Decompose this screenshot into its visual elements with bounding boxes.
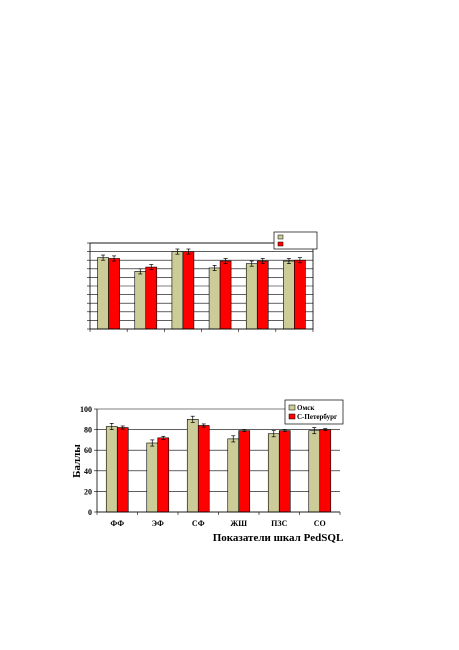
chart-2-errorbar-s2-c1 [120, 425, 125, 430]
chart-2-bar-s2-c4 [238, 430, 251, 513]
chart-1-bar-s1-c1 [97, 257, 109, 330]
chart-2-errorbar-s2-c2 [161, 435, 166, 440]
chart-2-y-tick-label-4: 80 [84, 426, 92, 435]
chart-1-bar-s1-c4 [208, 267, 221, 330]
chart-1-bars [97, 248, 306, 330]
chart-2-legend-swatch-spb [288, 413, 296, 420]
chart-2-legend: Омск С-Петербург [284, 399, 344, 425]
chart-2-bar-s1-c6 [308, 430, 321, 513]
chart-2-x-tick-label-6: СО [314, 519, 326, 528]
chart-2-legend-label-omsk: Омск [297, 404, 315, 412]
chart-1-errorbar-s2-c5 [260, 258, 265, 264]
chart-1-errorbar-s2-c4 [223, 258, 228, 264]
chart-2-bar-s2-c2 [157, 437, 170, 513]
chart-2-legend-box [284, 399, 344, 425]
chart-2-x-tick-label-4: ЖШ [230, 519, 247, 528]
chart-1-errorbar-s2-c6 [297, 257, 302, 264]
chart-1-errorbar-s1-c5 [249, 260, 254, 267]
chart-1-errorbar-s2-c2 [149, 264, 154, 271]
chart-2: 0 20 40 60 80 100 ФФ ЭФ СФ ЖШ ПЗС СО Баллы Показат… [71, 399, 344, 544]
chart-2-y-axis-label: Баллы [71, 444, 83, 478]
chart-2-bar-s1-c4 [227, 438, 240, 513]
chart-2-bars [105, 415, 332, 513]
chart-2-errorbar-s2-c3 [201, 423, 206, 428]
chart-1-bar-s2-c4 [219, 260, 232, 330]
chart-1-legend-swatch-2 [277, 241, 284, 247]
chart-1-errorbar-s2-c1 [112, 255, 117, 262]
chart-1-legend [273, 231, 318, 250]
chart-1-errorbar-s1-c6 [286, 258, 291, 264]
chart-2-x-tick-label-3: СФ [192, 519, 205, 528]
chart-2-y-tick-label-2: 40 [84, 467, 92, 476]
chart-1 [87, 231, 318, 332]
chart-1-errorbar-s1-c3 [175, 248, 180, 255]
chart-2-errorbar-s2-c4 [242, 429, 247, 433]
chart-1-bar-s1-c2 [134, 271, 147, 330]
chart-1-errorbar-s1-c4 [212, 265, 217, 271]
chart-1-bar-s1-c5 [245, 263, 258, 330]
chart-2-legend-swatch-omsk [288, 404, 296, 411]
chart-1-bar-s2-c2 [145, 266, 158, 330]
chart-2-bar-s1-c2 [146, 442, 159, 513]
chart-1-errorbar-s1-c1 [101, 254, 106, 261]
chart-1-bar-s2-c3 [182, 251, 195, 330]
chart-2-bar-s2-c1 [116, 427, 129, 513]
chart-2-bar-s2-c3 [197, 425, 210, 513]
chart-1-errorbar-s1-c2 [138, 268, 143, 275]
chart-2-errorbar-s2-c6 [323, 428, 328, 431]
chart-2-x-tick-label-1: ФФ [110, 519, 124, 528]
chart-2-errorbar-s2-c5 [282, 429, 287, 433]
chart-1-legend-box [273, 231, 318, 250]
chart-2-y-tick-label-5: 100 [80, 405, 92, 414]
chart-2-errorbar-s1-c4 [231, 435, 236, 443]
chart-1-legend-swatch-1 [277, 234, 284, 240]
chart-1-axis-ticks [87, 242, 314, 332]
chart-2-x-tick-label-5: ПЗС [271, 519, 287, 528]
chart-2-errorbar-s1-c1 [109, 423, 114, 430]
chart-2-errorbar-s1-c6 [312, 427, 317, 435]
chart-2-errorbar-s1-c3 [190, 415, 195, 423]
chart-2-bar-s1-c1 [105, 426, 118, 513]
chart-2-bar-s2-c6 [319, 429, 332, 513]
chart-2-gridlines [97, 408, 340, 513]
chart-2-x-axis-label: Показатели шкал PedSQL [213, 532, 344, 544]
chart-2-y-ticks: 0 20 40 60 80 100 [80, 405, 97, 517]
chart-1-gridlines [90, 242, 313, 330]
chart-2-legend-label-spb: С-Петербург [297, 413, 337, 421]
chart-2-errorbar-s1-c5 [271, 430, 276, 438]
chart-2-x-tick-label-2: ЭФ [152, 519, 164, 528]
chart-1-errorbar-s2-c3 [186, 248, 191, 255]
chart-2-y-tick-label-1: 20 [84, 487, 92, 496]
chart-2-errorbar-s1-c2 [150, 439, 155, 447]
chart-1-bar-s2-c5 [256, 260, 269, 330]
chart-1-bar-s2-c6 [294, 259, 306, 330]
chart-1-bar-s2-c1 [108, 258, 120, 330]
chart-2-bar-s2-c5 [278, 430, 291, 513]
chart-2-bar-s1-c5 [267, 433, 280, 513]
chart-1-bar-s1-c6 [283, 260, 295, 330]
chart-2-x-ticks: ФФ ЭФ СФ ЖШ ПЗС СО [96, 512, 341, 528]
chart-2-y-tick-label-0: 0 [88, 508, 92, 517]
chart-2-bar-s1-c3 [186, 418, 199, 513]
chart-1-bar-s1-c3 [171, 251, 184, 330]
chart-2-y-tick-label-3: 60 [84, 446, 92, 455]
